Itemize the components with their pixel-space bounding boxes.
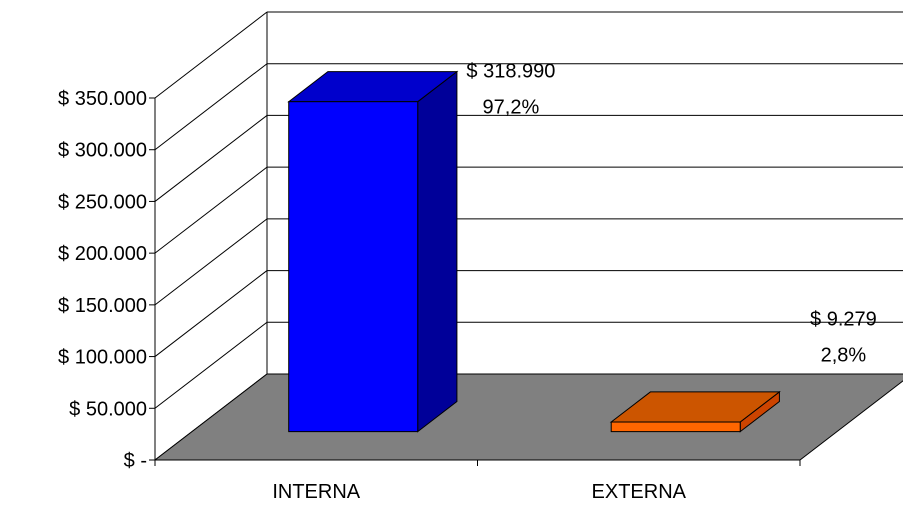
- x-tick-label: INTERNA: [272, 481, 360, 502]
- bar-externa: [609, 390, 781, 433]
- y-axis-tick-labels: $ - $ 50.000 $ 100.000 $ 150.000 $ 200.000 $ …: [58, 88, 147, 472]
- data-labels: $ 318.990 97,2% $ 9.279 2,8%: [466, 61, 876, 367]
- chart-floor: [153, 373, 903, 461]
- y-tick-label: $ -: [124, 450, 147, 472]
- y-tick-label: $ 300.000: [58, 140, 147, 162]
- bar-front: [288, 101, 419, 433]
- value-label: $ 318.990: [466, 61, 555, 83]
- side-gridline: [154, 63, 268, 151]
- bar-front: [610, 421, 741, 433]
- x-tick-label: EXTERNA: [592, 481, 687, 502]
- y-tick-label: $ 50.000: [69, 398, 147, 420]
- side-gridline: [154, 115, 268, 202]
- side-gridline: [154, 218, 268, 306]
- side-gridline: [154, 11, 268, 99]
- value-label: $ 9.279: [810, 308, 877, 330]
- bar-side: [417, 70, 458, 433]
- bars: [287, 70, 781, 433]
- side-gridline: [154, 270, 268, 357]
- y-tick-label: $ 350.000: [58, 88, 147, 110]
- y-tick-label: $ 150.000: [58, 295, 147, 317]
- percent-label: 97,2%: [483, 97, 540, 119]
- bar-interna: [287, 70, 459, 433]
- y-tick-label: $ 250.000: [58, 191, 147, 213]
- side-gridline: [154, 166, 268, 254]
- y-tick-label: $ 100.000: [58, 347, 147, 369]
- y-tick-label: $ 200.000: [58, 243, 147, 265]
- percent-label: 2,8%: [821, 344, 867, 366]
- floor-plane: [153, 373, 903, 461]
- side-gridline: [154, 321, 268, 409]
- x-axis-tick-labels: INTERNA EXTERNA: [272, 481, 687, 503]
